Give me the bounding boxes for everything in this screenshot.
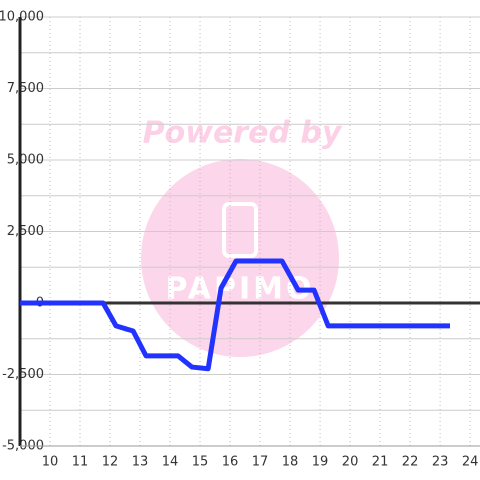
x-tick-label: 21 bbox=[372, 455, 389, 470]
x-tick-label: 23 bbox=[432, 455, 449, 470]
data-line bbox=[20, 258, 450, 372]
x-tick-label: 15 bbox=[192, 455, 209, 470]
x-tick-label: 19 bbox=[312, 455, 329, 470]
watermark-logo-text: PAPIMO bbox=[166, 272, 315, 307]
x-tick-label: 18 bbox=[282, 455, 299, 470]
x-tick-label: 10 bbox=[42, 455, 59, 470]
x-tick-label: 16 bbox=[222, 455, 239, 470]
y-tick-label: 7,500 bbox=[7, 81, 44, 96]
watermark-phone bbox=[222, 202, 258, 258]
x-tick-label: 22 bbox=[402, 455, 419, 470]
x-tick-label: 17 bbox=[252, 455, 269, 470]
x-tick-label: 24 bbox=[462, 455, 479, 470]
watermark-logo bbox=[141, 159, 339, 357]
y-tick-label: 2,500 bbox=[7, 224, 44, 239]
x-tick-label: 12 bbox=[102, 455, 119, 470]
x-tick-label: 13 bbox=[132, 455, 149, 470]
y-tick-label: -2,500 bbox=[2, 367, 44, 382]
x-tick-label: 11 bbox=[72, 455, 89, 470]
y-tick-label: 5,000 bbox=[7, 153, 44, 168]
watermark: Powered by bbox=[143, 116, 343, 151]
x-tick-label: 20 bbox=[342, 455, 359, 470]
x-tick-label: 14 bbox=[162, 455, 179, 470]
y-tick-label: 10,000 bbox=[0, 10, 44, 25]
